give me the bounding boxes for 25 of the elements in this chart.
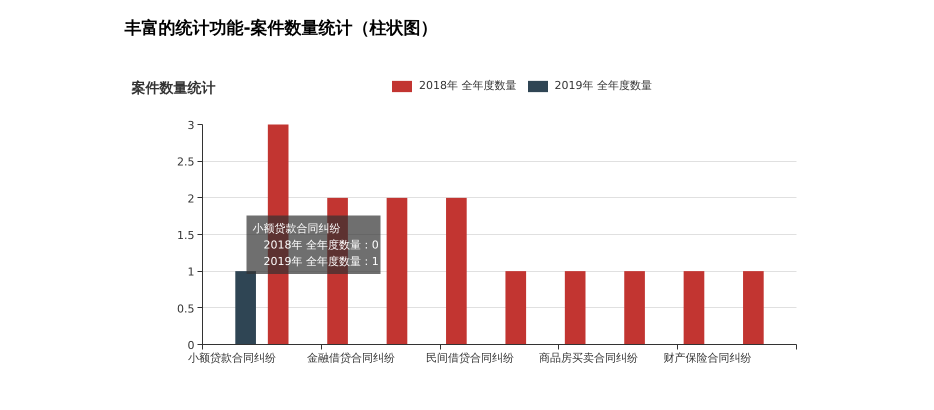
bar [624, 271, 645, 344]
bar [743, 271, 764, 344]
legend-label: 2018年 全年度数量 [419, 78, 516, 93]
bar [564, 271, 586, 344]
annotation: 小额贷款合同纠纷 2018年 全年度数量 : 0 2019年 全年度数量 : 1 [252, 222, 379, 268]
legend-label: 2019年 全年度数量 [554, 78, 652, 93]
y-tick-label: 2 [188, 192, 194, 206]
bar [386, 198, 408, 344]
y-tick-label: 1.5 [177, 229, 195, 242]
bar [505, 271, 526, 344]
y-tick-label: 1 [188, 266, 194, 279]
x-tick-label: 财产保险合同纠纷 [663, 352, 752, 364]
chart-subtitle: 案件数量统计 [130, 80, 216, 96]
y-tick-label: 3 [188, 119, 194, 132]
x-tick-label: 小额贷款合同纠纷 [188, 352, 276, 364]
y-tick-label: 0 [188, 339, 194, 352]
x-tick-label: 金融借贷合同纠纷 [307, 352, 395, 364]
chart-title: 丰富的统计功能-案件数量统计（柱状图） [124, 18, 438, 38]
bar [446, 198, 467, 344]
bar [235, 271, 256, 344]
x-tick-label: 民间借贷合同纠纷 [426, 352, 514, 364]
y-tick-label: 2.5 [177, 156, 195, 169]
y-tick-label: 0.5 [177, 302, 195, 316]
bar [684, 271, 704, 344]
x-tick-label: 商品房买卖合同纠纷 [539, 352, 638, 364]
